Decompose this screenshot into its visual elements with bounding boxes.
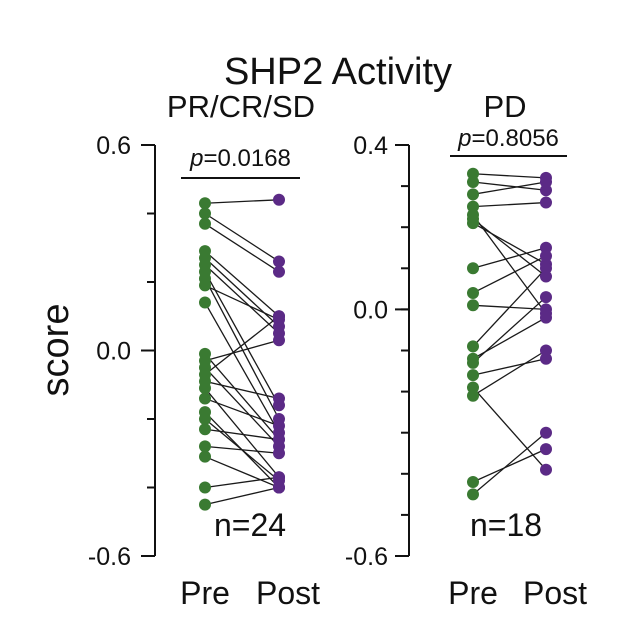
pre-point: [199, 218, 211, 230]
pre-point: [199, 423, 211, 435]
pair-line: [473, 174, 546, 178]
y-tick-label: 0.0: [353, 296, 388, 324]
post-point: [540, 291, 552, 303]
post-point: [273, 482, 285, 494]
x-category-label: Post: [523, 575, 587, 611]
pre-point: [467, 176, 479, 188]
pre-point: [199, 197, 211, 209]
panel-title: PR/CR/SD: [167, 89, 315, 124]
pre-point: [467, 299, 479, 311]
pair-line: [205, 340, 279, 361]
pair-line: [473, 256, 546, 293]
pre-point: [199, 451, 211, 463]
post-point: [273, 447, 285, 459]
post-point: [273, 392, 285, 404]
y-axis-label: score: [35, 304, 77, 397]
post-point: [273, 420, 285, 432]
pre-point: [467, 369, 479, 381]
pair-line: [205, 224, 279, 272]
pre-point: [199, 440, 211, 452]
post-point: [540, 427, 552, 439]
pair-line: [473, 203, 546, 207]
pre-point: [467, 476, 479, 488]
pre-point: [199, 499, 211, 511]
pre-point: [467, 188, 479, 200]
post-point: [540, 250, 552, 262]
panel-pr-cr-sd: PR/CR/SD -0.6 0.0 0.6 p=0.0168 n=24 Pre Post: [88, 89, 320, 611]
pre-point: [467, 217, 479, 229]
post-point: [540, 443, 552, 455]
pair-line: [473, 387, 546, 469]
pre-point: [199, 392, 211, 404]
post-point: [540, 176, 552, 188]
post-point: [273, 471, 285, 483]
pre-point: [467, 287, 479, 299]
pair-line: [473, 433, 546, 495]
post-point: [540, 262, 552, 274]
panel-title: PD: [483, 89, 526, 124]
panel-pd: PD -0.6 0.0 0.4 p=0.8056 n=18 Pre Post: [345, 89, 587, 611]
pre-point: [199, 297, 211, 309]
post-point: [273, 334, 285, 346]
post-point: [540, 312, 552, 324]
pair-line: [205, 285, 279, 319]
pair-line: [473, 449, 546, 482]
post-point: [273, 310, 285, 322]
pair-line: [473, 219, 546, 277]
p-number: =0.0168: [203, 145, 290, 172]
pre-point: [467, 488, 479, 500]
pair-line: [205, 316, 279, 374]
post-point: [540, 197, 552, 209]
post-point: [273, 194, 285, 206]
post-point: [273, 266, 285, 278]
y-tick-label: 0.6: [96, 132, 131, 160]
x-category-label: Post: [256, 575, 320, 611]
post-point: [540, 464, 552, 476]
pair-line: [205, 200, 279, 203]
pre-point: [467, 390, 479, 402]
pair-line: [205, 388, 279, 477]
pre-point: [467, 262, 479, 274]
post-point: [273, 255, 285, 267]
pre-point: [199, 482, 211, 494]
pre-point: [199, 208, 211, 220]
pre-point: [467, 340, 479, 352]
p-number: =0.8056: [471, 125, 558, 152]
pair-line: [205, 488, 279, 505]
x-category-label: Pre: [448, 575, 498, 611]
pre-point: [467, 357, 479, 369]
y-tick-label: -0.6: [345, 543, 388, 571]
pre-point: [199, 382, 211, 394]
p-value: p=0.8056: [457, 125, 559, 152]
pre-point: [199, 413, 211, 425]
p-symbol: p: [189, 145, 203, 172]
pair-line: [205, 251, 279, 316]
post-point: [273, 434, 285, 446]
p-symbol: p: [457, 125, 471, 152]
pair-line: [205, 446, 279, 453]
pre-point: [199, 279, 211, 291]
figure: SHP2 Activity score PR/CR/SD-0.60.00.6 p=…: [0, 0, 629, 624]
p-value: p=0.0168: [189, 145, 291, 172]
n-label: n=24: [214, 507, 286, 543]
post-point: [540, 345, 552, 357]
pair-line: [205, 214, 279, 262]
n-label: n=18: [470, 507, 542, 543]
x-category-label: Pre: [180, 575, 230, 611]
figure-title: SHP2 Activity: [224, 51, 452, 93]
y-tick-label: 0.0: [96, 338, 131, 366]
y-tick-label: -0.6: [88, 543, 131, 571]
y-tick-label: 0.4: [353, 132, 388, 160]
